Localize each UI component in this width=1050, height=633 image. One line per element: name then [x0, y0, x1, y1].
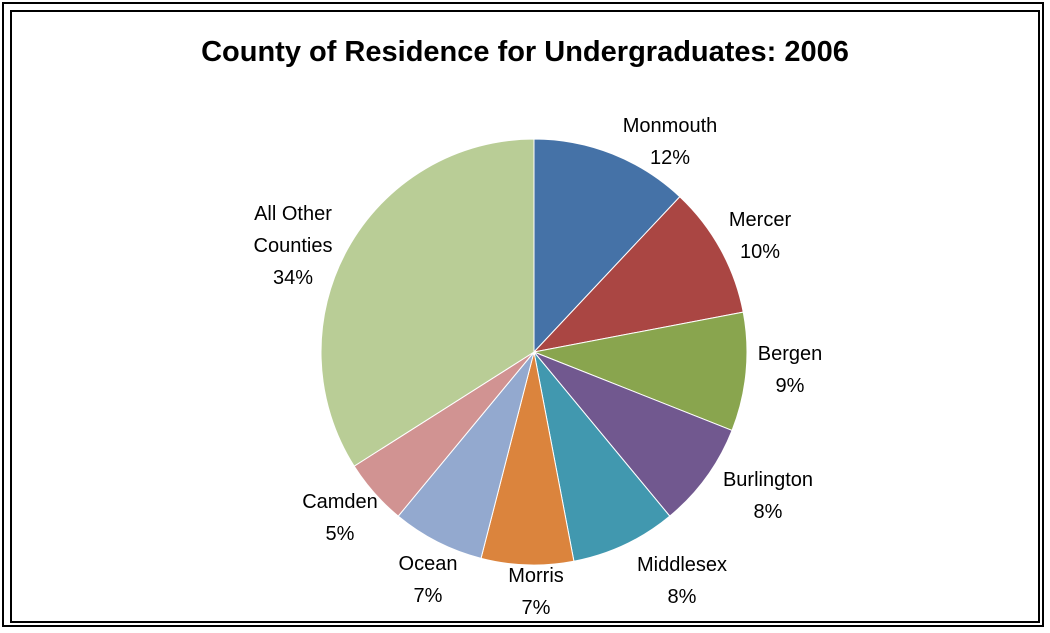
slice-label-monmouth: Monmouth 12% — [623, 115, 718, 169]
pie-slice-mercer — [532, 196, 744, 353]
slice-label-middlesex: Middlesex 8% — [637, 554, 727, 608]
slice-name-label: All Other — [254, 203, 332, 225]
slice-name-label: Camden — [302, 491, 378, 513]
slice-name-label: Morris — [508, 565, 564, 587]
slice-name-label: Ocean — [399, 553, 458, 575]
chart-title: County of Residence for Undergraduates: … — [201, 36, 849, 68]
pie-slice-middlesex — [533, 351, 671, 562]
pie-slice-monmouth — [533, 138, 681, 354]
pie-slice-bergen — [532, 311, 748, 432]
slice-value-label: 7% — [522, 597, 551, 619]
slice-value-label: 10% — [740, 241, 780, 263]
slice-name-label: Middlesex — [637, 554, 727, 576]
slice-label-camden: Camden 5% — [302, 491, 378, 545]
slice-label-mercer: Mercer 10% — [729, 209, 792, 263]
slice-label-burlington: Burlington 8% — [723, 469, 813, 523]
slice-label-morris: Morris 7% — [508, 565, 564, 619]
slice-value-label: 8% — [754, 501, 783, 523]
slice-name-label: Monmouth — [623, 115, 718, 137]
slice-value-label: 7% — [414, 585, 443, 607]
slice-name-label: Mercer — [729, 209, 792, 231]
slice-value-label: 12% — [650, 147, 690, 169]
slice-label-bergen: Bergen 9% — [758, 343, 823, 397]
chart-outer-border — [2, 2, 1044, 627]
slice-name-label: Bergen — [758, 343, 823, 365]
pie-slice-burlington — [533, 351, 733, 517]
slice-name-label: Counties — [254, 235, 333, 257]
slice-value-label: 8% — [668, 586, 697, 608]
slice-value-label: 9% — [776, 375, 805, 397]
slice-label-ocean: Ocean 7% — [399, 553, 458, 607]
slice-name-label: Burlington — [723, 469, 813, 491]
pie-slice-all-other-counties — [320, 138, 535, 467]
slice-value-label: 5% — [326, 523, 355, 545]
slice-value-label: 34% — [273, 267, 313, 289]
slice-label-all-other-counties: All Other Counties 34% — [254, 203, 333, 289]
